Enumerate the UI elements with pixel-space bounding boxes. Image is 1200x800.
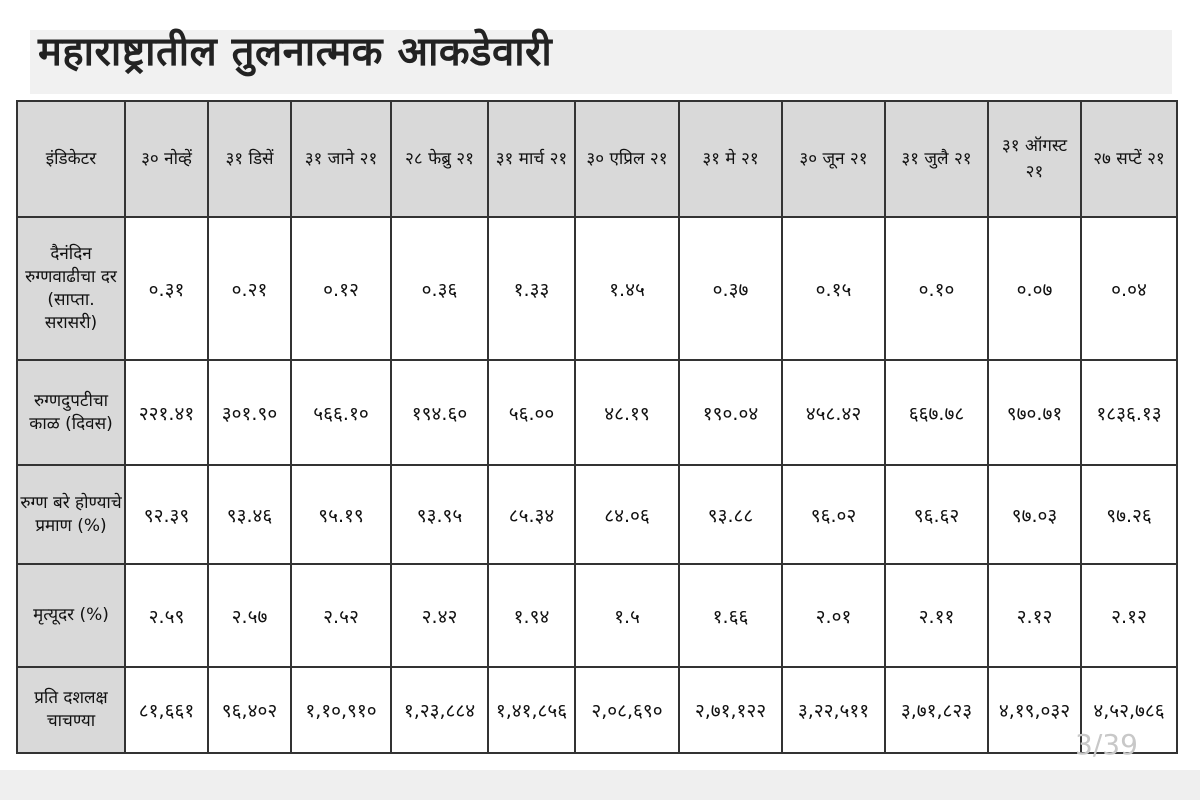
table-cell: ९५.१९ (290, 464, 392, 565)
table-cell: ८१,६६१ (124, 666, 209, 754)
row-label: प्रति दशलक्ष चाचण्या (16, 666, 126, 754)
bottom-bar (0, 770, 1200, 800)
page-indicator: 3/39 (1075, 728, 1138, 761)
header-date: ३० एप्रिल २१ (574, 100, 680, 218)
table-cell: ४,१९,०३२ (987, 666, 1082, 754)
table-cell: ९३.९५ (390, 464, 489, 565)
table-cell: २.१२ (987, 563, 1082, 668)
header-date: ३१ ऑगस्ट २१ (987, 100, 1082, 218)
header-date: २८ फेब्रु २१ (390, 100, 489, 218)
table-cell: ४८.१९ (574, 359, 680, 466)
table-cell: ०.०४ (1080, 216, 1178, 361)
row-label: मृत्यूदर (%) (16, 563, 126, 668)
table-row-doubling-time: रुग्णदुपटीचा काळ (दिवस) २२१.४१ ३०१.९० ५६… (16, 359, 1178, 466)
table-cell: २.१२ (1080, 563, 1178, 668)
table-cell: ६६७.७८ (884, 359, 989, 466)
table-cell: ५६.०० (487, 359, 576, 466)
row-label: दैनंदिन रुग्णवाढीचा दर (साप्ता. सरासरी) (16, 216, 126, 361)
table-cell: ९७.२६ (1080, 464, 1178, 565)
header-date: ३१ जाने २१ (290, 100, 392, 218)
table-cell: २,७१,१२२ (678, 666, 783, 754)
table-cell: १.५ (574, 563, 680, 668)
statistics-table: इंडिकेटर ३० नोव्हें ३१ डिसें ३१ जाने २१ … (16, 100, 1178, 754)
header-indicator: इंडिकेटर (16, 100, 126, 218)
header-date: ३१ मार्च २१ (487, 100, 576, 218)
table-cell: १.३३ (487, 216, 576, 361)
table-cell: ९६.६२ (884, 464, 989, 565)
table-row-recovery-rate: रुग्ण बरे होण्याचे प्रमाण (%) ९२.३९ ९३.४… (16, 464, 1178, 565)
table-cell: ०.३१ (124, 216, 209, 361)
header-date: ३१ जुलै २१ (884, 100, 989, 218)
header-date: ३० जून २१ (781, 100, 886, 218)
table-cell: २.११ (884, 563, 989, 668)
table-cell: ३,७१,८२३ (884, 666, 989, 754)
table-cell: ०.२१ (207, 216, 292, 361)
table-cell: ८४.०६ (574, 464, 680, 565)
table-cell: ८५.३४ (487, 464, 576, 565)
table-cell: ०.०७ (987, 216, 1082, 361)
table-row-tests-per-million: प्रति दशलक्ष चाचण्या ८१,६६१ ९६,४०२ १,१०,… (16, 666, 1178, 754)
table-cell: ९३.४६ (207, 464, 292, 565)
header-date: ३० नोव्हें (124, 100, 209, 218)
table-cell: ०.१५ (781, 216, 886, 361)
title-banner (30, 30, 1172, 94)
table-cell: ५६६.१० (290, 359, 392, 466)
header-row: इंडिकेटर ३० नोव्हें ३१ डिसें ३१ जाने २१ … (16, 100, 1178, 218)
table-cell: ९६.०२ (781, 464, 886, 565)
table-cell: २.५२ (290, 563, 392, 668)
table-cell: १८३६.१३ (1080, 359, 1178, 466)
table-cell: १९०.०४ (678, 359, 783, 466)
table-cell: ९६,४०२ (207, 666, 292, 754)
table-cell: १.६६ (678, 563, 783, 668)
page-title: महाराष्ट्रातील तुलनात्मक आकडेवारी (38, 29, 553, 75)
table-row-daily-growth-rate: दैनंदिन रुग्णवाढीचा दर (साप्ता. सरासरी) … (16, 216, 1178, 361)
table-cell: ३,२२,५११ (781, 666, 886, 754)
table-cell: ०.३७ (678, 216, 783, 361)
header-date: ३१ डिसें (207, 100, 292, 218)
table-cell: ४५८.४२ (781, 359, 886, 466)
table-cell: २,०८,६९० (574, 666, 680, 754)
table-cell: १,१०,९१० (290, 666, 392, 754)
table-cell: ९७०.७१ (987, 359, 1082, 466)
table-cell: २.५९ (124, 563, 209, 668)
table-row-mortality-rate: मृत्यूदर (%) २.५९ २.५७ २.५२ २.४२ १.९४ १.… (16, 563, 1178, 668)
row-label: रुग्ण बरे होण्याचे प्रमाण (%) (16, 464, 126, 565)
table-cell: २.५७ (207, 563, 292, 668)
table-cell: ०.१२ (290, 216, 392, 361)
table-cell: २.४२ (390, 563, 489, 668)
table-cell: ४,५२,७८६ (1080, 666, 1178, 754)
header-date: २७ सप्टें २१ (1080, 100, 1178, 218)
table-cell: १.४५ (574, 216, 680, 361)
table-cell: १,२३,८८४ (390, 666, 489, 754)
table-cell: २.०१ (781, 563, 886, 668)
header-date: ३१ मे २१ (678, 100, 783, 218)
table-cell: ९२.३९ (124, 464, 209, 565)
statistics-table-container: इंडिकेटर ३० नोव्हें ३१ डिसें ३१ जाने २१ … (16, 100, 1178, 754)
table-cell: ९७.०३ (987, 464, 1082, 565)
table-cell: ९३.८८ (678, 464, 783, 565)
table-cell: १.९४ (487, 563, 576, 668)
table-cell: ३०१.९० (207, 359, 292, 466)
table-cell: ०.१० (884, 216, 989, 361)
table-cell: ०.३६ (390, 216, 489, 361)
table-cell: १९४.६० (390, 359, 489, 466)
row-label: रुग्णदुपटीचा काळ (दिवस) (16, 359, 126, 466)
table-cell: २२१.४१ (124, 359, 209, 466)
table-cell: १,४१,८५६ (487, 666, 576, 754)
